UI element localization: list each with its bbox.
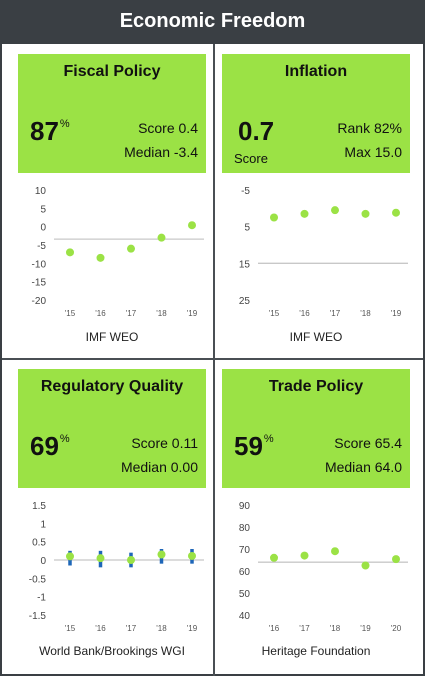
x-tick-label: '18 [156, 309, 167, 318]
data-point [157, 550, 166, 559]
y-tick-label: 50 [239, 589, 251, 600]
percentile-value: 87% [30, 116, 70, 146]
y-tick-label: 5 [244, 223, 250, 234]
median-stat: Median -3.4 [124, 144, 198, 160]
horizontal-divider [2, 358, 423, 360]
score-stat: Score 65.4 [334, 435, 402, 451]
x-tick-label: '16 [95, 624, 106, 633]
x-tick-label: '17 [126, 309, 137, 318]
y-tick-label: -5 [241, 186, 250, 197]
y-tick-label: 25 [239, 296, 251, 307]
data-point [392, 555, 400, 564]
y-tick-label: 40 [239, 611, 251, 622]
page-title: Economic Freedom [119, 10, 306, 32]
panel-title: Trade Policy [268, 378, 364, 395]
rank-stat: Rank 82% [337, 120, 402, 136]
y-tick-label: 15 [239, 259, 251, 270]
y-tick-label: -20 [32, 296, 47, 307]
regulatory-quality-summary: Regulatory Quality 69% Score 0.11 Median… [18, 369, 206, 488]
data-point [331, 547, 339, 556]
y-tick-label: -1 [37, 593, 46, 604]
x-tick-label: '16 [269, 624, 280, 633]
y-tick-label: 80 [239, 523, 251, 534]
y-tick-label: -15 [32, 278, 47, 289]
inflation-chart: -5 5 15 25 '15 '16 '17 '18 '19 [239, 186, 408, 318]
data-point [127, 244, 135, 253]
x-tick-label: '18 [156, 624, 167, 633]
y-tick-label: -5 [37, 241, 46, 252]
data-point [300, 209, 309, 218]
panel-title: Inflation [284, 63, 348, 80]
x-tick-label: '15 [269, 309, 280, 318]
y-tick-label: 0.5 [32, 538, 46, 549]
x-tick-label: '15 [65, 624, 76, 633]
median-stat: Median 0.00 [120, 459, 198, 475]
data-point [127, 556, 135, 564]
data-point [270, 553, 278, 562]
data-point [96, 554, 105, 563]
source-label: Heritage Foundation [261, 644, 371, 658]
y-tick-label: 90 [239, 501, 251, 512]
x-tick-label: '19 [391, 309, 402, 318]
data-point [188, 551, 196, 560]
data-point [331, 206, 339, 215]
data-point [361, 209, 370, 218]
data-point [96, 253, 105, 262]
x-tick-label: '17 [330, 309, 341, 318]
score-value: 0.7 [238, 116, 275, 146]
data-point [188, 221, 196, 230]
max-stat: Max 15.0 [344, 144, 402, 160]
source-label: IMF WEO [85, 330, 139, 344]
source-label: IMF WEO [289, 330, 343, 344]
y-tick-label: 1.5 [32, 501, 46, 512]
y-tick-label: 0 [40, 556, 46, 567]
y-tick-label: -1.5 [29, 611, 47, 622]
score-caption: Score [234, 151, 268, 166]
x-tick-label: '19 [187, 624, 198, 633]
x-tick-label: '18 [330, 624, 341, 633]
x-tick-label: '19 [187, 309, 198, 318]
y-tick-label: 1 [40, 519, 46, 530]
data-point [66, 552, 74, 561]
y-tick-label: -0.5 [29, 574, 47, 585]
trade-policy-summary: Trade Policy 59% Score 65.4 Median 64.0 [222, 369, 410, 488]
x-tick-label: '18 [360, 309, 371, 318]
vertical-divider [213, 44, 215, 676]
score-stat: Score 0.11 [131, 435, 198, 451]
y-tick-label: 5 [40, 204, 46, 215]
fiscal-policy-chart: 10 5 0 -5 -10 -15 -20 '15 '16 '17 '18 '19 [32, 186, 204, 318]
x-tick-label: '16 [95, 309, 106, 318]
percentile-value: 59% [234, 431, 274, 461]
data-point [392, 208, 400, 217]
x-tick-label: '16 [299, 309, 310, 318]
x-tick-label: '17 [126, 624, 137, 633]
y-tick-label: 70 [239, 545, 251, 556]
y-tick-label: 60 [239, 567, 251, 578]
panel-title: Fiscal Policy [63, 63, 161, 80]
header-bar: Economic Freedom [2, 2, 423, 44]
y-tick-label: 0 [40, 223, 46, 234]
data-point [361, 561, 370, 570]
median-stat: Median 64.0 [324, 459, 402, 475]
x-tick-label: '20 [391, 624, 402, 633]
y-tick-label: 10 [35, 186, 47, 197]
source-label: World Bank/Brookings WGI [39, 644, 185, 658]
percentile-value: 69% [30, 431, 70, 461]
panel-title: Regulatory Quality [40, 378, 184, 395]
data-point [66, 248, 74, 257]
fiscal-policy-summary: Fiscal Policy 87% Score 0.4 Median -3.4 [18, 54, 206, 173]
trade-policy-chart: 90 80 70 60 50 40 '16 '17 '18 '19 '20 [239, 501, 408, 633]
x-tick-label: '19 [360, 624, 371, 633]
x-tick-label: '15 [65, 309, 76, 318]
regulatory-quality-chart: 1.5 1 0.5 0 -0.5 -1 -1.5 '15 '16 '17 '18 '19 [29, 501, 204, 633]
inflation-summary: Inflation 0.7 Score Rank 82% Max 15.0 [222, 54, 410, 173]
data-point [270, 213, 278, 222]
data-point [157, 233, 166, 242]
y-tick-label: -10 [32, 259, 47, 270]
x-tick-label: '17 [299, 624, 310, 633]
data-point [300, 551, 309, 560]
score-stat: Score 0.4 [138, 120, 198, 136]
